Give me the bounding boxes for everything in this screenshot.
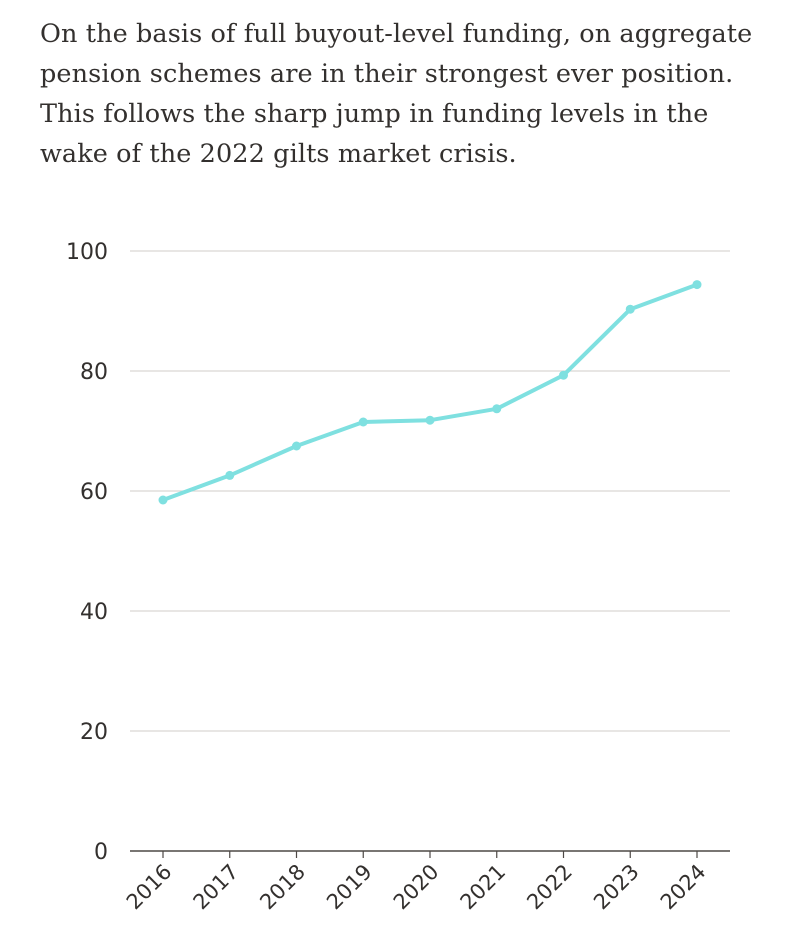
data-point	[292, 441, 301, 451]
y-axis-ticks: 0 20 40 60 80 100	[66, 240, 108, 865]
data-point	[358, 417, 368, 427]
data-point	[225, 470, 235, 480]
x-tick-label: 2019	[322, 860, 377, 915]
y-tick-label: 0	[94, 840, 108, 865]
x-tick-label: 2020	[389, 860, 444, 915]
series	[158, 280, 702, 505]
data-point	[559, 370, 568, 380]
series-line	[161, 282, 699, 502]
y-tick-label: 40	[80, 600, 108, 625]
x-tick-label: 2018	[255, 860, 310, 915]
y-tick-label: 20	[80, 720, 108, 745]
x-tick-label: 2022	[522, 860, 577, 915]
x-tick-label: 2023	[589, 860, 644, 915]
x-tick-label: 2021	[456, 860, 511, 915]
y-tick-label: 60	[80, 480, 108, 505]
y-tick-label: 100	[66, 240, 108, 265]
data-point	[625, 304, 635, 314]
data-point	[425, 415, 435, 425]
data-point	[158, 495, 168, 505]
y-tick-label: 80	[80, 360, 108, 385]
chart-description: On the basis of full buyout-level fundin…	[40, 19, 753, 169]
x-tick-label: 2016	[122, 860, 177, 915]
data-point	[692, 280, 702, 290]
gridlines	[130, 250, 730, 852]
x-tick-label: 2024	[656, 860, 711, 915]
data-point	[492, 404, 502, 414]
x-tick-label: 2017	[189, 860, 244, 915]
x-axis-ticks: 2016 2017 2018 2019 2020 2021 2022 2023 2024	[122, 851, 711, 914]
